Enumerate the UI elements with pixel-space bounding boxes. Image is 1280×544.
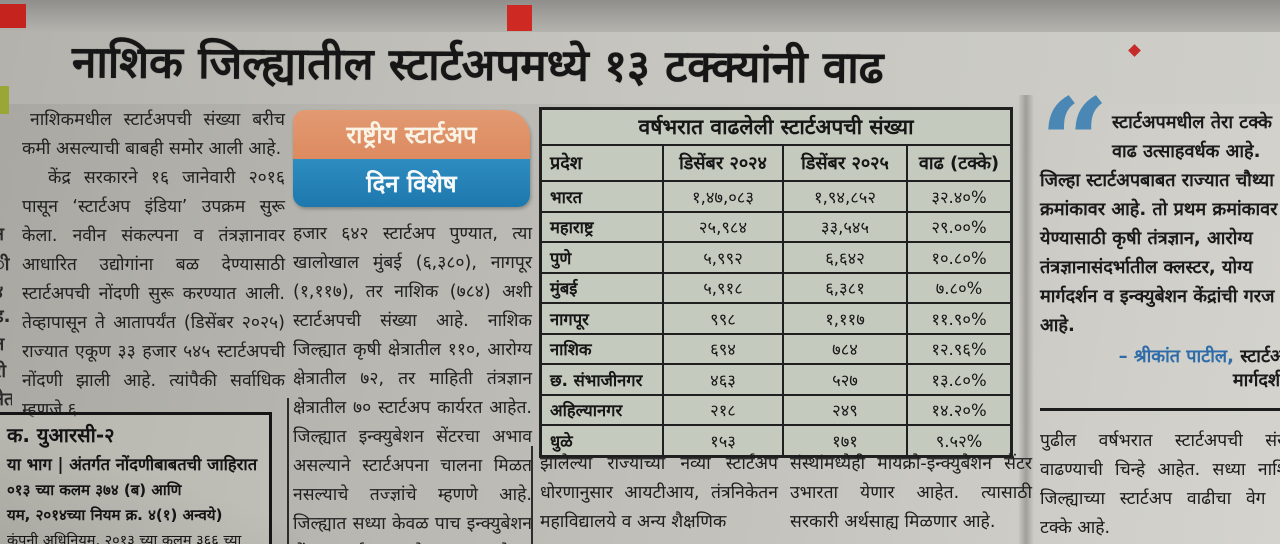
table-row: भारत १,४७,०८३ १,९४,८५२ ३२.४०% bbox=[540, 180, 1013, 213]
closing-paragraph: पुढील वर्षभरात स्टार्टअपची संख्या वाढण्य… bbox=[1040, 431, 1280, 538]
below-table-column-1: झालेल्या राज्याच्या नव्या स्टार्टअप धोरण… bbox=[540, 454, 778, 532]
dec2025-cell: २४९ bbox=[782, 393, 908, 426]
dec2025-cell: ६,६४२ bbox=[782, 241, 908, 274]
middle-paragraph: हजार ६४२ स्टार्टअप पुण्यात, त्या खालोखाल… bbox=[293, 224, 532, 544]
growth-cell: १३.८०% bbox=[905, 363, 1013, 396]
region-cell: महाराष्ट्र bbox=[540, 210, 664, 243]
pull-quote: “ स्टार्टअपमधील तेरा टक्के वाढ उत्साहवर्… bbox=[1040, 72, 1280, 340]
growth-cell: २९.००% bbox=[905, 210, 1013, 243]
left-paragraph-2: केंद्र सरकारने १६ जानेवारी २०१६ पासून ‘स… bbox=[22, 168, 285, 420]
cutoff-text-fragment: नेत bbox=[0, 389, 12, 410]
notice-line: कंपनी अधिनियम, २०१३ च्या कलम ३६६ च्या bbox=[7, 533, 242, 544]
dec2024-cell: १,४७,०८३ bbox=[662, 180, 784, 213]
quote-author-role-line2: मार्गदर्शक bbox=[1232, 370, 1280, 391]
table-row: पुणे ५,९९२ ६,६४२ १०.८०% bbox=[540, 241, 1013, 274]
notice-line: ०१३ च्या कलम ३७४ (ब) आणि bbox=[7, 481, 182, 499]
growth-cell: ११.९०% bbox=[905, 302, 1013, 335]
growth-cell: ७.८०% bbox=[905, 271, 1013, 304]
badge-subtitle: दिन विशेष bbox=[293, 159, 530, 207]
table-row: अहिल्यानगर २१८ २४९ १४.२०% bbox=[540, 393, 1013, 426]
column-header-dec-2024: डिसेंबर २०२४ bbox=[662, 144, 784, 182]
growth-cell: ९.५२% bbox=[905, 424, 1013, 457]
quote-text: स्टार्टअपमधील तेरा टक्के वाढ उत्साहवर्धक… bbox=[1040, 112, 1278, 336]
table-row: नागपूर ९९८ १,११७ ११.९०% bbox=[540, 302, 1013, 335]
region-cell: धुळे bbox=[540, 424, 664, 457]
column-header-dec-2025: डिसेंबर २०२५ bbox=[782, 144, 908, 182]
dec2025-cell: ६,३८१ bbox=[782, 271, 908, 304]
region-cell: नाशिक bbox=[540, 332, 664, 365]
startup-count-table: वर्षभरात वाढलेली स्टार्टअपची संख्या प्रद… bbox=[539, 108, 1013, 457]
dec2024-cell: ५,९९२ bbox=[662, 241, 784, 274]
dec2024-cell: २५,९८४ bbox=[662, 210, 784, 243]
cutoff-text-fragment: त bbox=[0, 332, 12, 356]
badge-title: राष्ट्रीय स्टार्टअप bbox=[293, 110, 530, 159]
growth-cell: १२.९६% bbox=[905, 332, 1013, 365]
column-rule bbox=[287, 398, 289, 544]
paper-shadow bbox=[0, 440, 300, 544]
headline-band bbox=[0, 32, 1280, 104]
table-title: वर्षभरात वाढलेली स्टार्टअपची संख्या bbox=[539, 108, 1013, 146]
dec2025-cell: ५२७ bbox=[782, 363, 908, 396]
dec2024-cell: १५३ bbox=[662, 424, 784, 457]
region-cell: पुणे bbox=[540, 241, 664, 274]
dec2025-cell: १७१ bbox=[782, 424, 908, 457]
growth-cell: १४.२०% bbox=[905, 393, 1013, 426]
notice-line: क. युआरसी-२ bbox=[7, 423, 115, 447]
article-left-column: नाशिकमधील स्टार्टअपची संख्या बरीच कमी अस… bbox=[22, 106, 285, 425]
growth-cell: १०.८०% bbox=[905, 241, 1013, 274]
table-header-row: प्रदेश डिसेंबर २०२४ डिसेंबर २०२५ वाढ (टक… bbox=[540, 144, 1013, 182]
region-cell: मुंबई bbox=[540, 271, 664, 304]
dec2025-cell: ३३,५४५ bbox=[782, 210, 908, 243]
quote-author-role: स्टार्टअप bbox=[1240, 346, 1280, 367]
cutoff-text-fragment: ी bbox=[0, 254, 10, 275]
region-cell: नागपूर bbox=[540, 302, 664, 335]
dec2024-cell: ६९४ bbox=[662, 332, 784, 365]
table-row: नाशिक ६९४ ७८४ १२.९६% bbox=[540, 332, 1013, 365]
national-startup-day-badge: राष्ट्रीय स्टार्टअप दिन विशेष bbox=[293, 110, 530, 207]
dec2024-cell: २१८ bbox=[662, 393, 784, 426]
region-cell: भारत bbox=[540, 180, 664, 213]
quote-attribution: – श्रीकांत पाटील, स्टार्टअप bbox=[1040, 344, 1280, 368]
quote-column: “ स्टार्टअपमधील तेरा टक्के वाढ उत्साहवर्… bbox=[1040, 72, 1280, 543]
paper-top-band bbox=[0, 0, 1280, 32]
column-header-growth: वाढ (टक्के) bbox=[905, 144, 1013, 182]
table-title-row: वर्षभरात वाढलेली स्टार्टअपची संख्या bbox=[539, 108, 1013, 146]
dec2024-cell: ४६३ bbox=[662, 363, 784, 396]
quote-author: – श्रीकांत पाटील, bbox=[1118, 346, 1234, 367]
red-corner-mark bbox=[0, 4, 26, 28]
column-header-region: प्रदेश bbox=[540, 144, 664, 182]
quote-icon: “ bbox=[1040, 72, 1110, 213]
dec2025-cell: १,११७ bbox=[782, 302, 908, 335]
table-row: छ. संभाजीनगर ४६३ ५२७ १३.८०% bbox=[540, 363, 1013, 396]
region-cell: छ. संभाजीनगर bbox=[540, 363, 664, 396]
section-divider bbox=[1040, 408, 1280, 411]
cutoff-text-fragment: री bbox=[0, 361, 7, 382]
cutoff-text-fragment: न bbox=[0, 222, 12, 246]
dec2024-cell: ९९८ bbox=[662, 302, 784, 335]
table-row: महाराष्ट्र २५,९८४ ३३,५४५ २९.००% bbox=[540, 210, 1013, 243]
paper-crease bbox=[1018, 95, 1034, 544]
cutoff-text-fragment: ड. bbox=[0, 306, 11, 327]
dec2025-cell: १,९४,८५२ bbox=[782, 180, 908, 213]
below-table-column-2: संस्थांमध्येही मायक्रो-इन्क्युबेशन सेंटर… bbox=[790, 454, 1032, 532]
public-notice-box: क. युआरसी-२ या भाग | अंतर्गत नोंदणीबाबतच… bbox=[0, 412, 272, 544]
cutoff-text-fragment: ४ bbox=[0, 280, 12, 304]
edge-color-fragment bbox=[0, 86, 9, 114]
notice-line: यम, २०१४च्या नियम क्र. ४(१) अन्वये) bbox=[7, 506, 223, 524]
table-row: धुळे १५३ १७१ ९.५२% bbox=[540, 424, 1013, 457]
left-paragraph-1: नाशिकमधील स्टार्टअपची संख्या बरीच कमी अस… bbox=[22, 110, 285, 159]
dec2024-cell: ५,९१८ bbox=[662, 271, 784, 304]
growth-cell: ३२.४०% bbox=[905, 180, 1013, 213]
article-middle-column: हजार ६४२ स्टार्टअप पुण्यात, त्या खालोखाल… bbox=[293, 220, 532, 544]
table-row: मुंबई ५,९१८ ६,३८१ ७.८०% bbox=[540, 271, 1013, 304]
red-center-mark bbox=[507, 5, 532, 31]
column-rule bbox=[531, 446, 533, 544]
notice-line: या भाग | अंतर्गत नोंदणीबाबतची जाहिरात bbox=[7, 455, 258, 474]
region-cell: अहिल्यानगर bbox=[540, 393, 664, 426]
dec2025-cell: ७८४ bbox=[782, 332, 908, 365]
